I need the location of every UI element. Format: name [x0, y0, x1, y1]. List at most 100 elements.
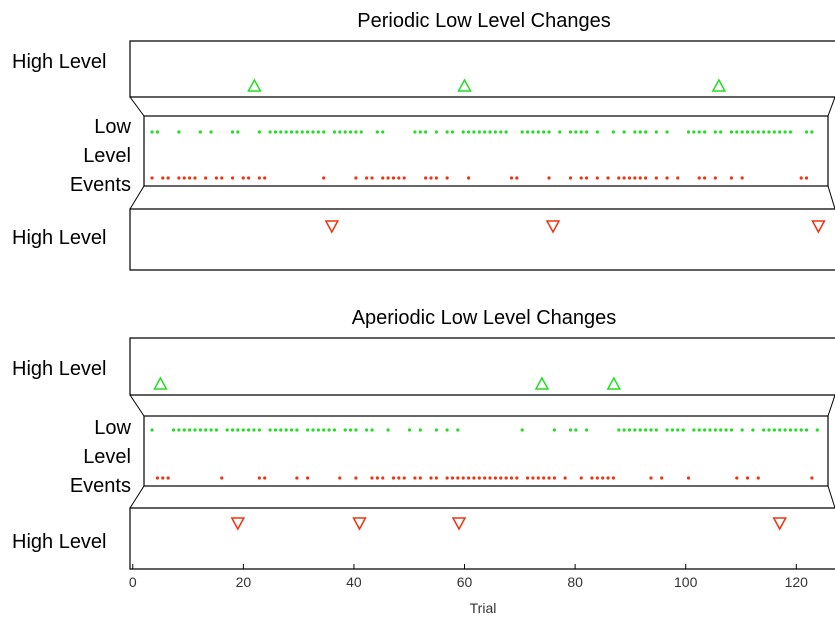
low-up-event [520, 428, 524, 432]
low-up-event [762, 130, 766, 134]
low-down-event [450, 476, 455, 480]
low-level-label-line3: Events [70, 174, 131, 196]
low-down-event [622, 176, 626, 180]
low-down-event [354, 176, 358, 180]
high-top-frame [129, 40, 835, 98]
low-down-event [322, 176, 326, 180]
low-up-event [692, 428, 696, 432]
low-up-event [354, 428, 358, 432]
low-up-event [177, 130, 181, 134]
connector-line [827, 394, 835, 417]
low-down-event [257, 476, 261, 480]
low-down-event [703, 176, 707, 180]
low-down-event [483, 476, 487, 480]
low-up-event [520, 130, 524, 134]
high-level-bottom-label: High Level [12, 531, 107, 553]
low-down-event [161, 176, 165, 180]
low-up-event [456, 428, 460, 432]
low-up-event [644, 428, 648, 432]
low-up-event [295, 428, 299, 432]
low-up-event [284, 130, 288, 134]
low-up-event [193, 428, 197, 432]
low-down-event [461, 476, 465, 480]
x-axis: Trial 0 20 40 60 80 100 120 [129, 564, 808, 616]
low-up-event [300, 130, 304, 134]
low-up-event [171, 428, 176, 432]
low-up-event [697, 130, 701, 134]
low-up-event [772, 428, 776, 432]
low-down-event [188, 176, 192, 180]
low-down-event [182, 176, 186, 180]
low-level-label-line2: Level [83, 145, 131, 167]
low-up-event [381, 130, 385, 134]
low-down-event [542, 476, 546, 480]
high-down-marker [352, 517, 367, 531]
low-up-event [686, 130, 691, 134]
low-up-event [499, 130, 503, 134]
low-up-event [359, 130, 363, 134]
low-up-event [756, 130, 760, 134]
x-tick-label: 20 [236, 574, 252, 590]
high-bottom-frame [129, 507, 835, 570]
low-up-event [407, 428, 412, 432]
low-up-event [230, 428, 235, 432]
low-down-event [445, 176, 449, 180]
low-up-event [450, 130, 455, 134]
low-up-event [584, 130, 589, 134]
aperiodic-panel: Aperiodic Low Level Changes High Level L… [12, 307, 835, 570]
low-down-event [488, 476, 492, 480]
high-down-marker [772, 517, 787, 531]
low-level-label-line1: Low [94, 417, 131, 439]
low-up-event [289, 130, 294, 134]
low-up-event [413, 130, 417, 134]
low-down-event [665, 176, 669, 180]
low-down-event [466, 476, 471, 480]
low-down-event [429, 476, 433, 480]
low-up-event [617, 428, 621, 432]
low-down-event [611, 476, 616, 480]
low-up-event [177, 428, 181, 432]
low-level-frame [143, 115, 829, 187]
low-up-event [338, 130, 342, 134]
low-down-event [644, 176, 648, 180]
low-up-event [257, 130, 261, 134]
low-level-frame [143, 415, 829, 487]
low-up-event [252, 428, 256, 432]
low-up-event [268, 130, 272, 134]
low-down-event [354, 476, 358, 480]
low-up-event [778, 130, 782, 134]
low-up-event [236, 130, 240, 134]
low-up-event [772, 130, 776, 134]
low-up-event [681, 428, 685, 432]
low-down-event [804, 176, 809, 180]
low-up-event [273, 130, 278, 134]
low-down-event [638, 176, 642, 180]
low-down-event [397, 176, 401, 180]
low-up-event [279, 130, 283, 134]
low-up-event [343, 428, 347, 432]
low-up-event [574, 428, 578, 432]
low-up-event [247, 428, 251, 432]
low-up-event [633, 428, 637, 432]
low-down-event [161, 476, 165, 480]
low-up-event [713, 130, 717, 134]
low-up-event [327, 428, 331, 432]
low-up-event [788, 130, 793, 134]
low-up-event [574, 130, 578, 134]
low-down-event [617, 176, 621, 180]
low-down-event [590, 476, 594, 480]
high-level-bottom-label: High Level [12, 227, 107, 249]
connector-line [129, 485, 145, 509]
low-down-event [214, 176, 219, 180]
low-up-event [198, 428, 202, 432]
low-down-event [434, 476, 438, 480]
low-down-event [799, 176, 803, 180]
low-down-event [150, 176, 154, 180]
high-top-frame [129, 337, 835, 396]
low-down-event [756, 476, 760, 480]
low-down-event [397, 476, 401, 480]
chart-title-aperiodic: Aperiodic Low Level Changes [352, 307, 617, 329]
low-level-label-line3: Events [70, 475, 131, 497]
low-up-event [794, 428, 798, 432]
low-up-event [289, 428, 294, 432]
